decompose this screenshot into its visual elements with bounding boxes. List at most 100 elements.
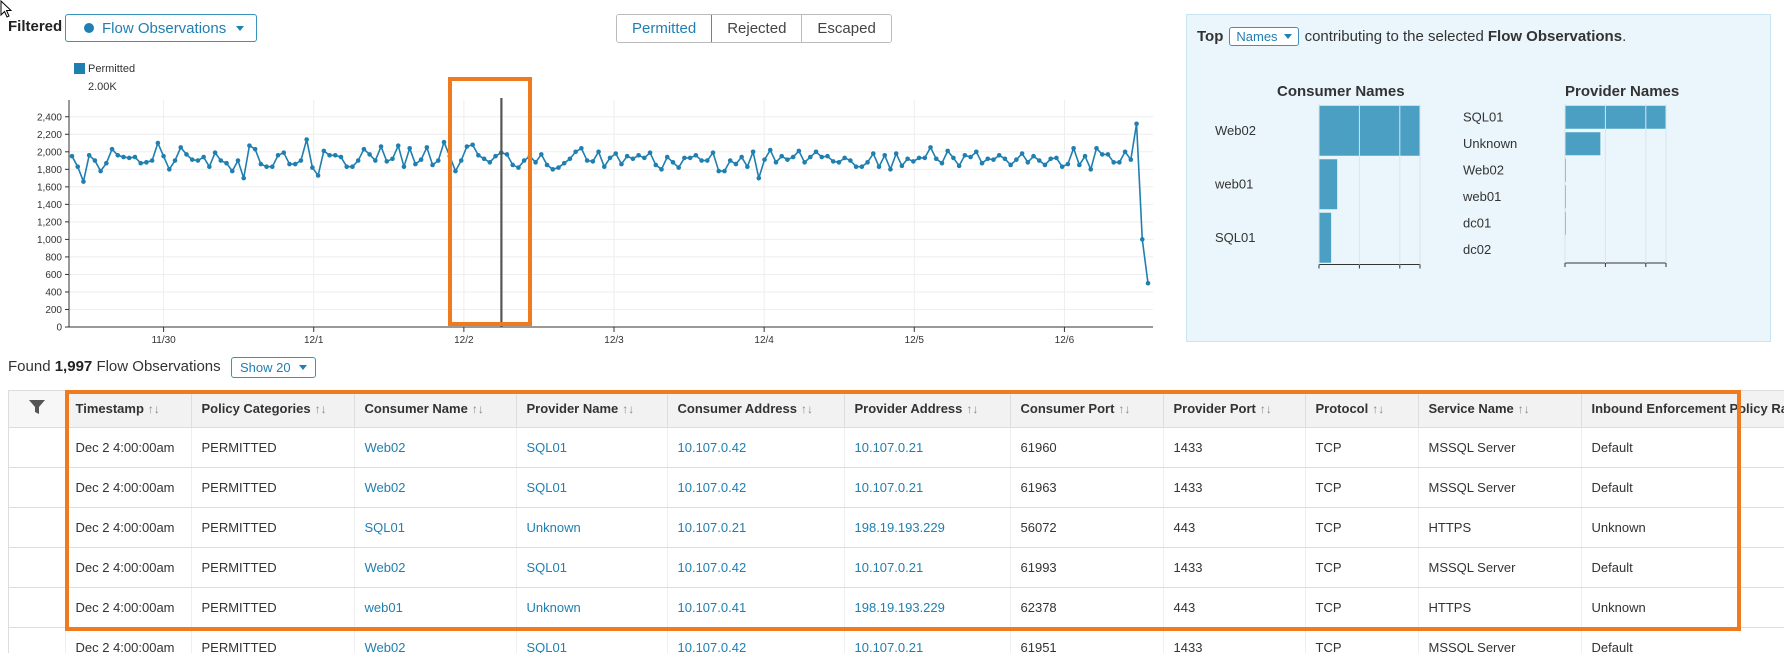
data-point[interactable] [304,137,309,142]
data-point[interactable] [395,143,401,148]
data-point[interactable] [1122,149,1128,155]
data-point[interactable] [407,145,412,151]
data-point[interactable] [481,156,487,162]
data-point[interactable] [945,148,950,154]
data-point[interactable] [172,158,178,163]
data-point[interactable] [619,161,624,167]
data-point[interactable] [527,153,533,159]
data-point[interactable] [893,151,899,156]
data-point[interactable] [779,153,785,159]
data-point[interactable] [1054,155,1059,161]
data-point[interactable] [750,149,756,155]
table-cell-link[interactable]: 10.107.0.42 [667,467,845,508]
sort-icon[interactable]: ↑↓ [1118,402,1131,417]
data-point[interactable] [327,153,332,158]
data-point[interactable] [1134,121,1139,127]
data-point[interactable] [1145,280,1151,286]
data-point[interactable] [235,158,241,163]
data-point[interactable] [745,164,750,169]
data-point[interactable] [916,155,922,161]
data-point[interactable] [785,157,790,162]
data-point[interactable] [1082,153,1088,159]
data-point[interactable] [659,167,664,172]
names-dropdown[interactable]: Names [1229,27,1299,46]
data-point[interactable] [1036,158,1042,163]
data-point[interactable] [573,149,578,155]
table-cell-link[interactable]: 10.107.0.42 [667,547,845,588]
data-point[interactable] [664,154,670,160]
data-point[interactable] [727,158,733,163]
table-cell-link[interactable]: 10.107.0.21 [844,427,1011,468]
data-point[interactable] [642,155,647,161]
data-point[interactable] [636,153,641,158]
data-point[interactable] [92,158,98,163]
name-bar[interactable] [1565,158,1567,182]
data-point[interactable] [464,144,470,149]
data-point[interactable] [1014,157,1019,162]
column-header[interactable]: Protocol ↑↓ [1305,391,1419,428]
data-point[interactable] [390,156,395,162]
data-point[interactable] [115,153,121,158]
data-point[interactable] [441,139,447,145]
data-point[interactable] [722,168,727,174]
data-point[interactable] [338,154,344,160]
column-header[interactable]: Service Name ↑↓ [1418,391,1582,428]
table-cell-link[interactable]: 10.107.0.21 [844,547,1011,588]
data-point[interactable] [533,160,538,165]
data-point[interactable] [979,160,985,166]
data-point[interactable] [556,165,561,170]
sort-icon[interactable]: ↑↓ [147,402,160,417]
data-point[interactable] [848,158,853,163]
column-header[interactable]: Policy Categories ↑↓ [191,391,355,428]
data-point[interactable] [189,157,195,162]
table-row[interactable]: Dec 2 4:00:00am PERMITTED Web02 SQL01 10.107… [9,627,1784,653]
data-point[interactable] [126,155,132,161]
data-point[interactable] [470,142,475,148]
data-point[interactable] [767,147,773,153]
data-point[interactable] [104,160,109,166]
table-cell-link[interactable]: 10.107.0.21 [844,467,1011,508]
data-point[interactable] [344,164,350,169]
data-point[interactable] [710,150,716,155]
data-point[interactable] [247,143,252,148]
column-filter-button[interactable] [9,391,66,428]
data-point[interactable] [1099,152,1105,157]
data-point[interactable] [504,152,510,157]
data-point[interactable] [418,157,424,162]
data-point[interactable] [624,153,630,159]
data-point[interactable] [853,164,859,169]
data-point[interactable] [830,159,836,164]
data-point[interactable] [195,158,201,163]
column-header[interactable]: Provider Port ↑↓ [1163,391,1306,428]
sort-icon[interactable]: ↑↓ [471,402,484,417]
data-point[interactable] [956,163,962,169]
data-point[interactable] [264,164,269,169]
data-point[interactable] [1139,237,1145,242]
data-point[interactable] [670,160,676,165]
data-point[interactable] [991,157,996,162]
data-point[interactable] [544,162,550,168]
data-point[interactable] [601,164,607,169]
data-point[interactable] [584,158,590,163]
column-header[interactable]: Timestamp ↑↓ [65,391,192,428]
tab-permitted[interactable]: Permitted [616,15,713,42]
data-point[interactable] [693,153,699,158]
flow-observations-dropdown[interactable]: Flow Observations [65,14,257,42]
column-header[interactable]: Provider Address ↑↓ [844,391,1011,428]
data-point[interactable] [86,153,92,158]
data-point[interactable] [361,146,367,152]
data-point[interactable] [1042,162,1048,168]
data-point[interactable] [939,160,945,166]
data-point[interactable] [1088,167,1094,172]
data-point[interactable] [882,153,888,158]
data-point[interactable] [121,154,126,160]
data-point[interactable] [682,155,687,161]
data-point[interactable] [373,158,378,163]
sort-icon[interactable]: ↑↓ [1259,402,1272,417]
data-point[interactable] [413,161,418,167]
sort-icon[interactable]: ↑↓ [622,402,635,417]
data-point[interactable] [476,153,481,158]
table-cell-link[interactable]: 198.19.193.229 [844,587,1011,628]
data-point[interactable] [996,153,1002,158]
data-point[interactable] [808,154,813,160]
